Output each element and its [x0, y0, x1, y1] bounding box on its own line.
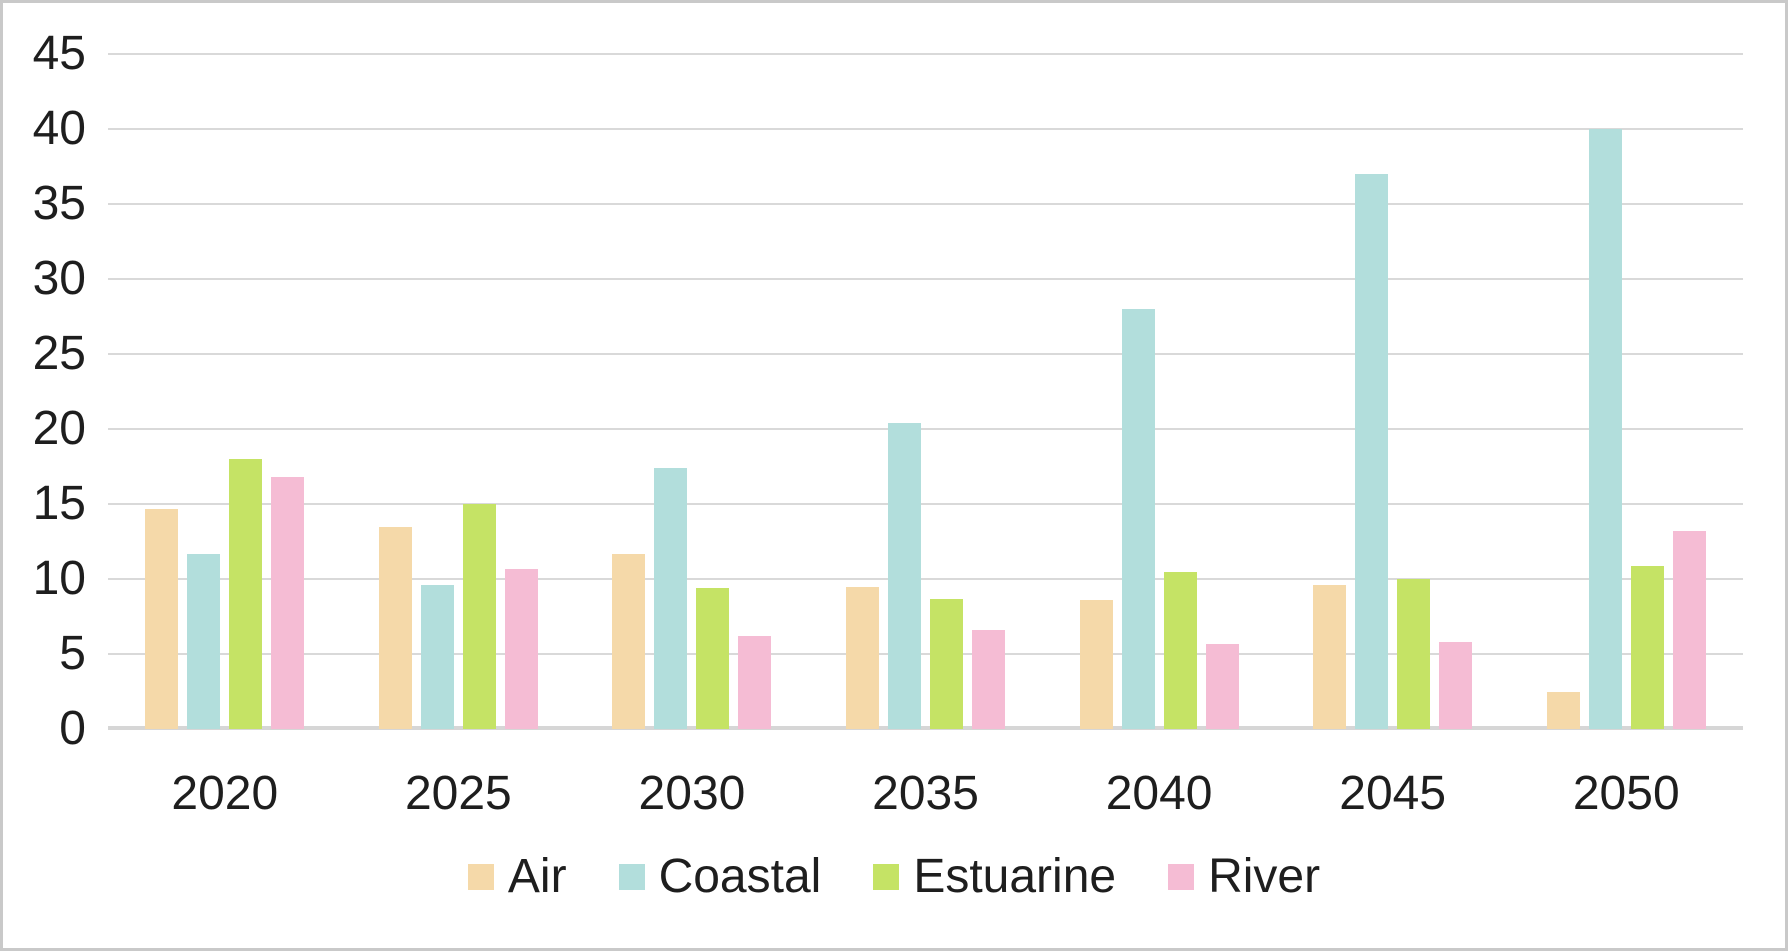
bar-river-2045[interactable]	[1439, 642, 1473, 729]
gridline-0	[108, 726, 1743, 730]
bar-estuarine-2050[interactable]	[1630, 565, 1664, 729]
gridline-45	[108, 53, 1743, 55]
bar-estuarine-2045[interactable]	[1397, 579, 1431, 729]
bar-air-2045[interactable]	[1313, 585, 1347, 729]
bar-coastal-2020[interactable]	[187, 553, 221, 729]
gridline-5	[108, 653, 1743, 656]
bar-estuarine-2020[interactable]	[229, 459, 263, 729]
x-axis-label-2035: 2035	[872, 767, 979, 820]
bar-river-2020[interactable]	[271, 477, 305, 729]
legend-item-air[interactable]: Air	[467, 849, 567, 905]
bar-estuarine-2035[interactable]	[929, 598, 963, 729]
bar-group-2045	[1276, 54, 1510, 729]
y-axis-tick-label: 25	[32, 327, 86, 380]
bar-coastal-2040[interactable]	[1121, 309, 1155, 729]
gridline-35	[108, 203, 1743, 205]
bar-group-2025	[342, 54, 576, 729]
bar-air-2025[interactable]	[378, 526, 412, 729]
legend-swatch-icon	[467, 864, 494, 890]
y-axis-tick-label: 45	[32, 27, 86, 80]
bar-coastal-2045[interactable]	[1355, 174, 1389, 729]
bar-air-2035[interactable]	[845, 586, 879, 729]
gridline-15	[108, 503, 1743, 506]
bar-estuarine-2025[interactable]	[462, 504, 496, 729]
y-axis-tick-label: 20	[32, 402, 86, 456]
y-axis-tick-label: 35	[32, 177, 86, 230]
legend-item-estuarine[interactable]: Estuarine	[873, 849, 1116, 905]
bar-coastal-2030[interactable]	[654, 468, 688, 729]
bar-river-2030[interactable]	[738, 636, 772, 729]
legend-swatch-icon	[1168, 864, 1195, 890]
x-axis-labels: 2020 2025 2030 2035 2040 2045 2050	[108, 765, 1743, 823]
x-axis-label-2025: 2025	[404, 767, 512, 820]
bar-river-2040[interactable]	[1205, 643, 1239, 729]
bar-air-2040[interactable]	[1079, 600, 1113, 729]
legend-label: Air	[507, 850, 567, 903]
bar-river-2050[interactable]	[1672, 531, 1706, 729]
legend-label: River	[1208, 850, 1321, 903]
gridline-10	[108, 578, 1743, 581]
legend-swatch-icon	[618, 864, 645, 890]
x-axis-label-2020: 2020	[171, 767, 279, 820]
bar-air-2050[interactable]	[1546, 691, 1580, 729]
bar-estuarine-2040[interactable]	[1163, 571, 1197, 729]
bar-river-2025[interactable]	[504, 568, 538, 729]
gridline-25	[108, 353, 1743, 355]
bar-coastal-2025[interactable]	[420, 585, 454, 729]
legend-label: Coastal	[658, 850, 822, 903]
plot-area: 0 5 10 15 20 25 30 35 40 45	[33, 30, 1743, 753]
y-axis-tick-label: 30	[32, 252, 86, 305]
x-axis-label-2050: 2050	[1572, 767, 1680, 820]
y-axis-tick-label: 15	[32, 477, 86, 530]
y-axis-tick-label: 10	[32, 552, 86, 606]
legend-swatch-icon	[873, 864, 900, 890]
x-axis-label-2040: 2040	[1105, 767, 1213, 820]
x-axis-label-2045: 2045	[1339, 767, 1447, 820]
bar-group-2020	[108, 54, 342, 729]
bar-group-2050	[1509, 54, 1743, 729]
bar-group-2030	[575, 54, 809, 729]
y-axis-tick-label: 40	[32, 102, 86, 156]
bar-estuarine-2030[interactable]	[696, 588, 730, 729]
bar-air-2020[interactable]	[145, 508, 179, 729]
bar-river-2035[interactable]	[971, 630, 1005, 729]
x-axis-label-2030: 2030	[638, 767, 746, 820]
legend-item-coastal[interactable]: Coastal	[618, 849, 822, 905]
legend-item-river[interactable]: River	[1168, 849, 1320, 905]
y-axis-tick-label: 5	[59, 627, 86, 681]
gridline-20	[108, 428, 1743, 431]
bar-air-2030[interactable]	[612, 553, 646, 729]
bar-group-2040	[1042, 54, 1276, 729]
gridline-30	[108, 278, 1743, 281]
bar-coastal-2035[interactable]	[887, 423, 921, 729]
legend: Air Coastal Estuarine River	[3, 846, 1785, 908]
legend-label: Estuarine	[913, 850, 1117, 903]
bar-group-2035	[809, 54, 1043, 729]
bar-coastal-2050[interactable]	[1588, 129, 1622, 729]
y-axis-tick-label: 0	[59, 702, 86, 755]
gridline-40	[108, 128, 1743, 131]
